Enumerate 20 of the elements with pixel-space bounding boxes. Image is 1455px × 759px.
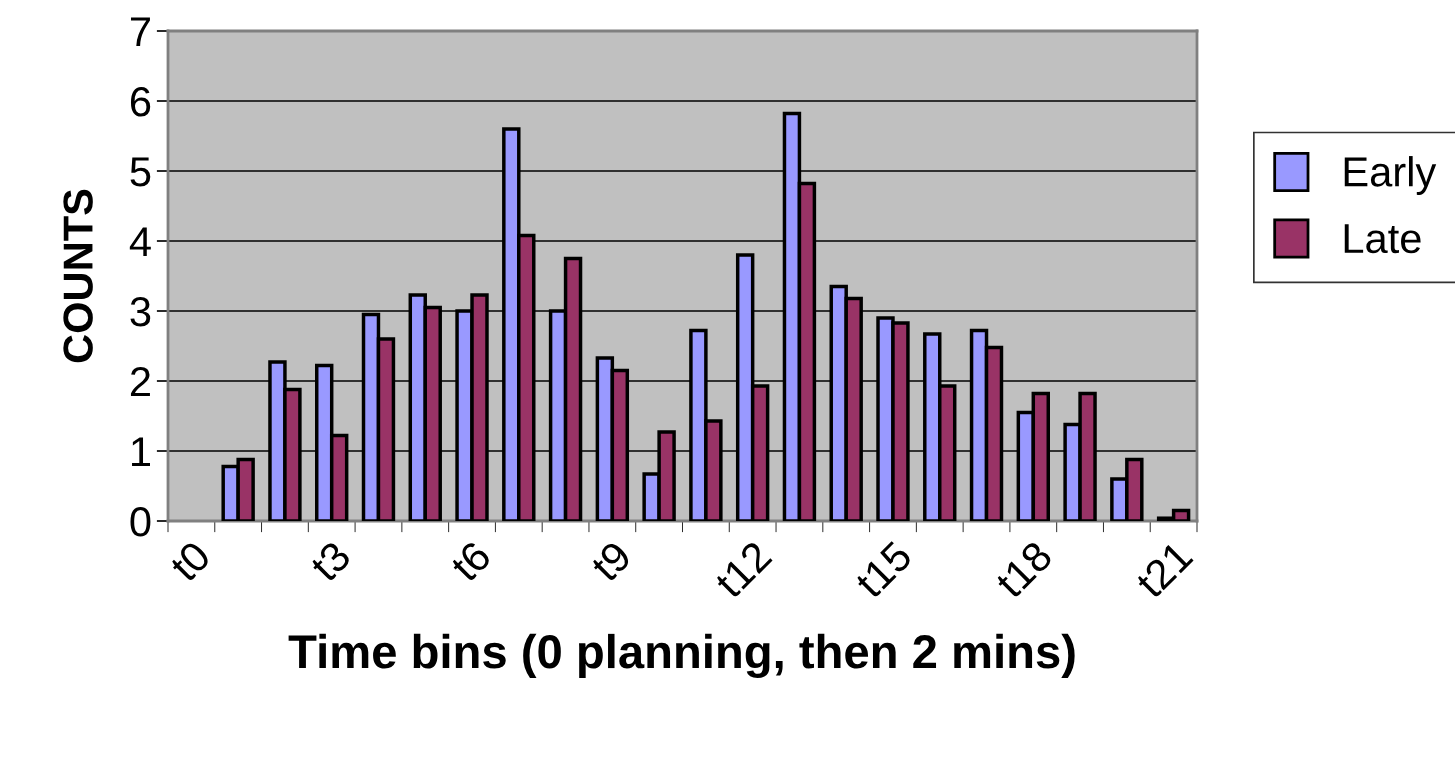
y-tick-label: 0 [130, 507, 151, 537]
y-tick-label: 6 [130, 87, 151, 117]
x-tick-label: t0 [168, 539, 212, 584]
x-tick-label: t12 [712, 539, 773, 600]
x-tick-label: t3 [308, 539, 353, 584]
y-axis-title: COUNTS [63, 189, 93, 363]
y-tick-label: 3 [130, 297, 151, 327]
x-tick-label: t18 [993, 539, 1054, 600]
legend-label: Late [1344, 224, 1421, 254]
y-tick-label: 4 [129, 227, 151, 257]
x-tick-label: t9 [589, 539, 633, 584]
y-tick-label: 1 [132, 437, 150, 467]
legend-label: Early [1344, 156, 1437, 195]
x-tick-label: t15 [853, 539, 914, 600]
y-tick-label: 5 [130, 157, 151, 187]
y-tick-label: 7 [130, 17, 150, 47]
x-tick-label: t6 [448, 539, 493, 584]
y-tick-label: 2 [130, 367, 150, 397]
x-tick-label: t21 [1133, 539, 1194, 600]
x-axis-title: Time bins (0 planning, then 2 mins) [288, 633, 1075, 679]
